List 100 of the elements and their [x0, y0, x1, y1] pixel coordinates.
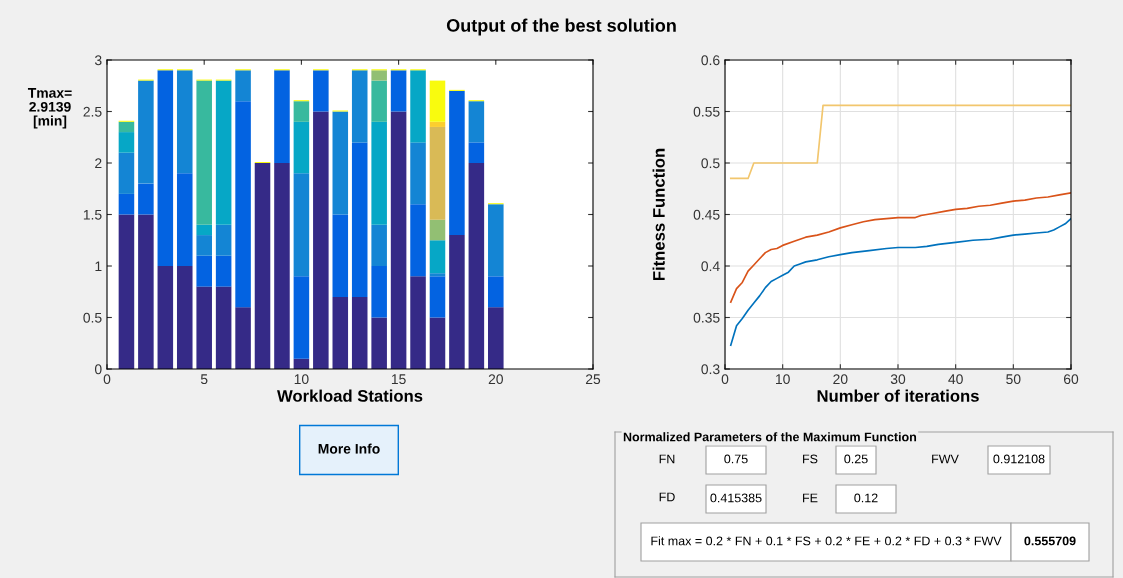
line-series — [729, 217, 1071, 347]
x-axis-title: Number of iterations — [817, 389, 979, 402]
text: Fit max = 0.2 * FN + 0.1 * FS + 0.2 * FE + 0.2 * FD + 0.3 * FWV — [651, 536, 1002, 546]
y-tick-label: 0 — [94, 364, 102, 375]
bar — [449, 90, 465, 236]
bar — [351, 70, 368, 143]
bar — [176, 266, 193, 369]
text: 0.75 — [724, 454, 748, 464]
bar — [176, 70, 193, 174]
text: Normalized Parameters of the Maximum Function — [623, 432, 917, 442]
bar — [293, 173, 310, 277]
bar — [293, 101, 310, 122]
bar — [215, 255, 232, 287]
y-tick-label: 3 — [94, 55, 102, 66]
x-axis-title: Workload Stations — [277, 389, 423, 402]
bar — [157, 266, 174, 369]
bar — [332, 214, 349, 297]
bar — [196, 224, 212, 236]
line-series — [729, 192, 1071, 303]
x-tick-label: 15 — [391, 374, 406, 385]
bar — [429, 219, 446, 241]
y-tick-label: 0.5 — [83, 312, 102, 323]
text: FS — [803, 454, 818, 464]
bar — [313, 111, 329, 369]
x-tick-label: 25 — [585, 374, 601, 385]
bar — [371, 224, 387, 266]
bar — [429, 317, 446, 369]
text: 0.555709 — [1024, 536, 1076, 546]
x-tick-label: 20 — [833, 374, 848, 385]
bar — [313, 70, 329, 112]
bar — [196, 286, 212, 369]
y-axis-title: Fitness Function — [652, 148, 665, 281]
y-tick-label: 1 — [95, 261, 102, 272]
x-tick-label: 10 — [776, 374, 790, 385]
text: FN — [659, 454, 675, 464]
bar — [410, 142, 426, 205]
y-tick-label: 2 — [95, 158, 102, 169]
y-tick-label: 0.45 — [693, 209, 720, 220]
bar — [390, 111, 407, 369]
text: FWV — [932, 454, 959, 464]
bar — [196, 235, 212, 256]
bar — [254, 163, 271, 369]
bar — [410, 276, 426, 369]
x-tick-label: 0 — [103, 374, 111, 385]
x-tick-label: 0 — [721, 374, 729, 385]
y-tick-label: 0.35 — [693, 312, 720, 323]
bar — [371, 317, 387, 369]
bar — [371, 70, 387, 81]
bar — [215, 80, 232, 225]
bar — [157, 70, 174, 266]
bar — [196, 80, 212, 225]
bar — [118, 214, 135, 369]
y-tick-label: 1.5 — [83, 209, 102, 220]
bar — [371, 121, 387, 225]
bar — [293, 276, 310, 359]
bar — [274, 70, 290, 163]
x-tick-label: 60 — [1063, 374, 1079, 385]
bar — [138, 183, 154, 215]
bar — [488, 307, 504, 369]
y-tick-label: 0.3 — [701, 364, 720, 375]
bar — [118, 121, 135, 133]
x-tick-label: 30 — [890, 374, 906, 385]
bar — [118, 193, 135, 215]
text: FE — [803, 493, 818, 503]
bar — [332, 296, 349, 369]
y-tick-label: 0.55 — [693, 106, 720, 117]
y-tick-label: 0.6 — [701, 55, 720, 66]
y-tick-label: 0.4 — [701, 261, 720, 272]
text: FD — [659, 492, 675, 502]
x-tick-label: 10 — [294, 374, 309, 385]
bar — [390, 70, 407, 112]
bar — [410, 204, 426, 277]
bar — [118, 132, 135, 153]
bar — [449, 235, 465, 369]
y-tick-label: 0.5 — [701, 158, 720, 169]
bar — [429, 276, 446, 318]
bar — [488, 276, 504, 308]
x-tick-label: 40 — [948, 374, 963, 385]
bar — [429, 240, 446, 274]
bar — [429, 273, 446, 277]
bar — [332, 111, 349, 215]
text: 0.415385 — [710, 493, 762, 503]
bar — [293, 121, 310, 174]
bar — [138, 80, 154, 184]
text: 0.912108 — [993, 454, 1045, 464]
bar — [215, 286, 232, 369]
bar — [488, 204, 504, 277]
text: Tmax= 2.9139 [min] — [27, 88, 72, 129]
bar — [468, 101, 485, 143]
bar — [138, 214, 154, 369]
bar — [274, 163, 290, 369]
bar — [410, 70, 426, 143]
bar — [235, 70, 251, 102]
x-tick-label: 20 — [488, 374, 503, 385]
x-tick-label: 5 — [200, 374, 208, 385]
bar — [468, 163, 485, 369]
bar — [351, 142, 368, 297]
bar — [196, 255, 212, 287]
bar — [468, 142, 485, 163]
y-tick-label: 2.5 — [83, 106, 102, 117]
